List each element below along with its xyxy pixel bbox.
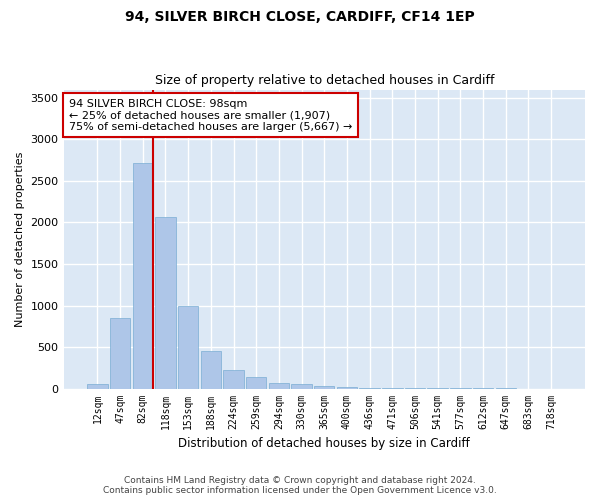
X-axis label: Distribution of detached houses by size in Cardiff: Distribution of detached houses by size … [178,437,470,450]
Text: 94 SILVER BIRCH CLOSE: 98sqm
← 25% of detached houses are smaller (1,907)
75% of: 94 SILVER BIRCH CLOSE: 98sqm ← 25% of de… [69,98,352,132]
Bar [223,370,244,388]
Bar [178,306,199,388]
Text: Contains HM Land Registry data © Crown copyright and database right 2024.
Contai: Contains HM Land Registry data © Crown c… [103,476,497,495]
Bar [110,318,130,388]
Bar [314,386,334,388]
Bar [337,387,357,388]
Bar [155,218,176,388]
Y-axis label: Number of detached properties: Number of detached properties [15,152,25,326]
Bar [200,351,221,389]
Bar [133,162,153,388]
Bar [246,377,266,388]
Bar [292,384,312,388]
Bar [269,383,289,388]
Text: 94, SILVER BIRCH CLOSE, CARDIFF, CF14 1EP: 94, SILVER BIRCH CLOSE, CARDIFF, CF14 1E… [125,10,475,24]
Title: Size of property relative to detached houses in Cardiff: Size of property relative to detached ho… [155,74,494,87]
Bar [87,384,107,388]
